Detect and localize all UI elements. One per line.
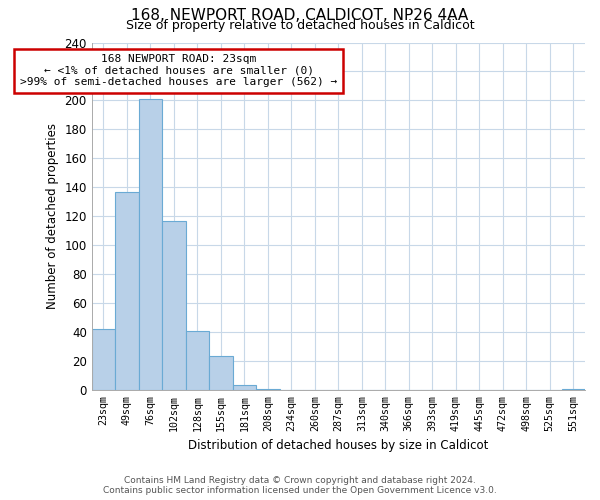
Bar xyxy=(562,389,585,390)
Bar xyxy=(256,389,280,390)
Bar xyxy=(139,99,162,390)
Bar xyxy=(209,356,233,390)
Text: 168 NEWPORT ROAD: 23sqm
← <1% of detached houses are smaller (0)
>99% of semi-de: 168 NEWPORT ROAD: 23sqm ← <1% of detache… xyxy=(20,54,337,88)
Bar xyxy=(233,384,256,390)
Y-axis label: Number of detached properties: Number of detached properties xyxy=(46,124,59,310)
X-axis label: Distribution of detached houses by size in Caldicot: Distribution of detached houses by size … xyxy=(188,440,488,452)
Bar xyxy=(92,330,115,390)
Bar xyxy=(115,192,139,390)
Text: Size of property relative to detached houses in Caldicot: Size of property relative to detached ho… xyxy=(125,18,475,32)
Text: Contains HM Land Registry data © Crown copyright and database right 2024.
Contai: Contains HM Land Registry data © Crown c… xyxy=(103,476,497,495)
Text: 168, NEWPORT ROAD, CALDICOT, NP26 4AA: 168, NEWPORT ROAD, CALDICOT, NP26 4AA xyxy=(131,8,469,22)
Bar xyxy=(185,331,209,390)
Bar xyxy=(162,221,185,390)
